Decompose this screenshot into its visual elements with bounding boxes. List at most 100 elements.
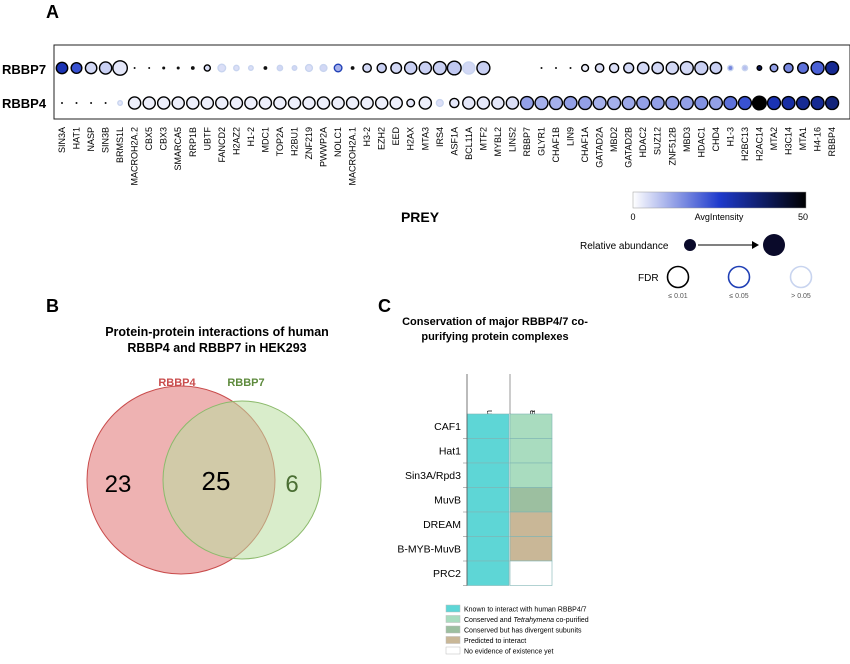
dot-rbbp7-asf1a [446, 60, 462, 76]
x-tick-mbd2: MBD2 [609, 127, 619, 152]
dot-rbbp4-h2bc13 [737, 95, 753, 111]
dot-rbbp7-cbx3 [162, 66, 166, 70]
x-tick-chaf1b: CHAF1B [551, 127, 561, 163]
dot-rbbp4-h2bu1 [287, 96, 302, 110]
x-tick-h1-2: H1-2 [246, 127, 256, 147]
dot-rbbp4-mta2 [766, 95, 782, 111]
table-row-label-hat1: Hat1 [439, 445, 461, 457]
conservation-legend: Known to interact with human RBBP4/7 Cons… [445, 604, 589, 656]
x-tick-mta3: MTA3 [420, 127, 430, 150]
x-tick-hdac2: HDAC2 [638, 127, 648, 158]
dot-rbbp7-h2ax [403, 61, 418, 75]
table-row-label-prc2: PRC2 [433, 568, 461, 580]
dot-rbbp7-znf219 [304, 63, 314, 73]
x-tick-h3-2: H3-2 [362, 127, 372, 147]
size-legend-small-dot [684, 239, 696, 251]
x-tick-h2az2: H2AZ2 [231, 127, 241, 155]
dot-rbbp7-bcl11a [462, 61, 476, 75]
legend-swatch-predicted [445, 636, 461, 644]
dot-rbbp7-suz12 [651, 61, 665, 75]
dot-rbbp7-mtf2 [476, 60, 491, 76]
row-label-rbbp7: RBBP7 [2, 62, 46, 77]
colorbar-min-label: 0 [630, 212, 635, 222]
x-tick-hdac1: HDAC1 [696, 127, 706, 158]
venn-title-line-2: RBBP4 and RBBP7 in HEK293 [127, 341, 306, 355]
x-tick-mta2: MTA2 [769, 127, 779, 150]
dot-rbbp4-cbx3 [156, 96, 171, 110]
x-tick-rbbp4: RBBP4 [827, 127, 837, 157]
dot-rbbp7-top2a [276, 64, 284, 72]
size-legend-label: Relative abundance [580, 241, 669, 252]
table-row-label-dream: DREAM [423, 519, 461, 531]
x-tick-mtf2: MTF2 [478, 127, 488, 151]
dotplot-x-title: PREY [401, 209, 440, 225]
x-tick-lins2: LINS2 [507, 127, 517, 152]
x-tick-znf219: ZNF219 [304, 127, 314, 160]
x-tick-macroh2a-2: MACROH2A.2 [130, 127, 140, 186]
dot-rbbp7-znf512b [665, 61, 680, 75]
venn-count-rbbp7-only: 6 [285, 471, 298, 498]
dot-rbbp4-h1-2 [244, 96, 258, 110]
dot-rbbp4-chaf1b [548, 95, 564, 111]
x-tick-smarca5: SMARCA5 [173, 127, 183, 171]
dot-rbbp7-hat1 [70, 61, 83, 75]
x-tick-mta1: MTA1 [798, 127, 808, 150]
dot-rbbp4-rbbp4 [824, 95, 840, 111]
table-cell-muvb-human [466, 487, 510, 513]
venn-circle-rbbp7 [162, 400, 322, 560]
table-cell-hat1-tetrahymena [509, 438, 553, 464]
dot-rbbp7-mbd3 [679, 60, 694, 76]
dot-rbbp7-eed [390, 61, 403, 75]
dot-rbbp4-mdc1 [258, 96, 273, 110]
dot-rbbp4-fancd2 [215, 96, 229, 110]
size-legend-large-dot [763, 234, 785, 256]
x-tick-lin9: LIN9 [566, 127, 576, 146]
x-tick-ubtf: UBTF [202, 127, 212, 151]
dot-rbbp7-h2bc13 [741, 64, 749, 72]
x-tick-hat1: HAT1 [72, 127, 82, 149]
legend-text-none: No evidence of existence yet [464, 649, 554, 656]
x-tick-suz12: SUZ12 [653, 127, 663, 155]
dot-rbbp4-eed [389, 96, 403, 110]
dot-rbbp7-rrp1b [190, 66, 195, 70]
dot-rbbp7-h2az2 [233, 64, 240, 72]
x-tick-sin3a: SIN3A [57, 127, 67, 153]
dot-rbbp7-irs4 [432, 60, 447, 76]
fdr-legend-level-2: ≤ 0.05 [729, 293, 749, 300]
table-cell-dream-human [466, 511, 510, 537]
x-tick-brms1l: BRMS1L [115, 127, 125, 163]
x-tick-chaf1a: CHAF1A [580, 127, 590, 163]
legend-text-predicted: Predicted to interact [464, 638, 526, 645]
dot-rbbp7-fancd2 [217, 63, 227, 73]
dot-rbbp4-hat1 [75, 102, 78, 104]
x-tick-bcl11a: BCL11A [464, 127, 474, 160]
dot-rbbp4-bcl11a [462, 96, 476, 110]
fdr-legend-circle-1 [666, 265, 690, 289]
dot-rbbp4-mta3 [418, 96, 433, 110]
venn-label-rbbp4: RBBP4 [158, 377, 196, 389]
dot-rbbp7-hdac1 [694, 60, 709, 76]
dot-rbbp7-macroh2a-1 [350, 66, 355, 70]
dot-rbbp4-sin3b [104, 102, 107, 104]
dot-rbbp7-chaf1b [555, 67, 557, 69]
table-row-label-b-myb-muvb: B-MYB-MuvB [397, 543, 461, 555]
x-tick-h2bu1: H2BU1 [290, 127, 300, 156]
dot-rbbp4-h2ax [406, 98, 416, 108]
dot-rbbp7-cbx5 [148, 67, 151, 69]
table-cell-caf1-human [466, 413, 510, 439]
legend-swatch-divergent [445, 625, 461, 634]
dot-rbbp4-znf512b [665, 95, 680, 111]
dot-rbbp4-hdac2 [636, 95, 651, 111]
x-tick-mbd3: MBD3 [682, 127, 692, 152]
dot-rbbp7-macroh2a-2 [133, 67, 136, 69]
dot-rbbp7-smarca5 [176, 66, 180, 70]
legend-swatch-conserved [445, 615, 461, 623]
table-cell-dream-tetrahymena [509, 511, 553, 537]
table-row-label-muvb: MuvB [434, 494, 461, 506]
fdr-legend-level-1: ≤ 0.01 [668, 293, 688, 300]
dot-rbbp7-h2bu1 [291, 65, 298, 71]
dot-rbbp4-gatad2b [621, 95, 636, 111]
dot-rbbp4-irs4 [435, 98, 444, 108]
x-tick-macroh2a-1: MACROH2A.1 [348, 127, 358, 186]
dot-rbbp4-suz12 [650, 95, 665, 111]
